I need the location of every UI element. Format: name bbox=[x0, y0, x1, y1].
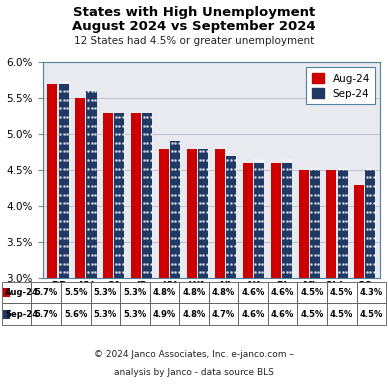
Text: 4.6%: 4.6% bbox=[241, 310, 265, 319]
Bar bbox=[87, 91, 97, 389]
Text: 5.7%: 5.7% bbox=[35, 288, 58, 297]
Bar bbox=[59, 84, 69, 389]
Text: 5.3%: 5.3% bbox=[94, 310, 117, 319]
Text: 4.3%: 4.3% bbox=[360, 288, 383, 297]
Bar bbox=[338, 170, 348, 389]
Text: 12 States had 4.5% or greater unemployment: 12 States had 4.5% or greater unemployme… bbox=[74, 36, 314, 46]
Text: 5.3%: 5.3% bbox=[123, 310, 147, 319]
Text: 4.8%: 4.8% bbox=[153, 288, 176, 297]
Bar bbox=[75, 98, 85, 389]
Text: 4.9%: 4.9% bbox=[153, 310, 176, 319]
Text: 5.3%: 5.3% bbox=[123, 288, 147, 297]
Bar bbox=[298, 170, 308, 389]
Bar bbox=[326, 170, 336, 389]
Bar bbox=[354, 185, 364, 389]
Text: 5.7%: 5.7% bbox=[35, 310, 58, 319]
Text: 5.5%: 5.5% bbox=[64, 288, 88, 297]
Bar bbox=[282, 163, 292, 389]
Text: © 2024 Janco Associates, Inc. e-janco.com –: © 2024 Janco Associates, Inc. e-janco.co… bbox=[94, 350, 294, 359]
Text: August 2024 vs September 2024: August 2024 vs September 2024 bbox=[72, 20, 316, 33]
Text: Sep-24: Sep-24 bbox=[5, 310, 38, 319]
Text: 4.6%: 4.6% bbox=[271, 288, 294, 297]
Text: 4.7%: 4.7% bbox=[212, 310, 235, 319]
Bar bbox=[47, 84, 57, 389]
Bar bbox=[310, 170, 320, 389]
Legend: Aug-24, Sep-24: Aug-24, Sep-24 bbox=[307, 67, 375, 104]
Text: 5.3%: 5.3% bbox=[94, 288, 117, 297]
Bar bbox=[226, 156, 236, 389]
Bar bbox=[159, 149, 169, 389]
Text: analysis by Janco - data source BLS: analysis by Janco - data source BLS bbox=[114, 368, 274, 377]
Text: 4.8%: 4.8% bbox=[182, 288, 206, 297]
Text: 4.8%: 4.8% bbox=[182, 310, 206, 319]
Bar bbox=[254, 163, 264, 389]
Bar bbox=[187, 149, 197, 389]
Text: 4.6%: 4.6% bbox=[271, 310, 294, 319]
Text: States with High Unemployment: States with High Unemployment bbox=[73, 6, 315, 19]
Text: 4.6%: 4.6% bbox=[241, 288, 265, 297]
Bar bbox=[131, 113, 141, 389]
Bar bbox=[270, 163, 281, 389]
Bar bbox=[243, 163, 253, 389]
Text: 4.8%: 4.8% bbox=[212, 288, 235, 297]
Bar bbox=[114, 113, 125, 389]
Text: 4.5%: 4.5% bbox=[300, 310, 324, 319]
Text: 4.5%: 4.5% bbox=[300, 288, 324, 297]
Bar bbox=[170, 142, 180, 389]
Text: Aug-24: Aug-24 bbox=[5, 288, 39, 297]
Bar bbox=[142, 113, 152, 389]
Bar bbox=[215, 149, 225, 389]
Bar bbox=[365, 170, 376, 389]
Bar bbox=[198, 149, 208, 389]
Text: 5.6%: 5.6% bbox=[64, 310, 88, 319]
Bar bbox=[103, 113, 113, 389]
Text: 4.5%: 4.5% bbox=[330, 310, 353, 319]
Text: 4.5%: 4.5% bbox=[360, 310, 383, 319]
Text: 4.5%: 4.5% bbox=[330, 288, 353, 297]
